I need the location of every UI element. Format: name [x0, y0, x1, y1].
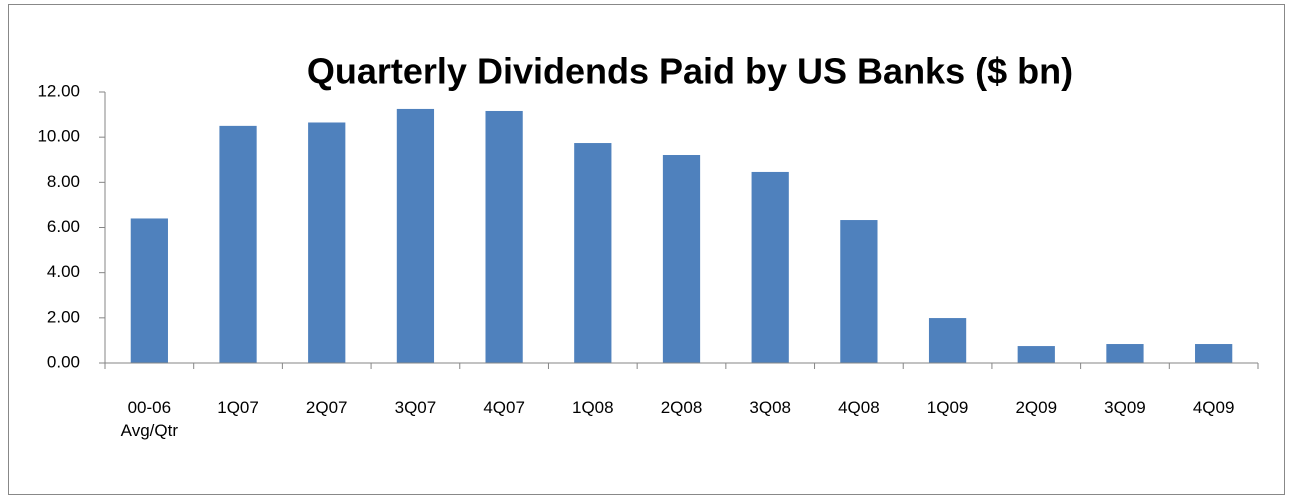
bar — [219, 125, 257, 363]
bar — [485, 110, 523, 363]
x-tick-label: 00-06 Avg/Qtr — [120, 398, 178, 440]
x-tick-label: 3Q07 — [394, 398, 437, 417]
x-tick-label: 3Q08 — [749, 398, 791, 417]
y-tick-label: 10.00 — [37, 127, 80, 146]
bar — [751, 171, 789, 363]
x-tick-label: 4Q09 — [1192, 398, 1235, 417]
bar — [130, 218, 168, 363]
bar — [840, 220, 878, 363]
x-tick-label: 3Q09 — [1104, 398, 1146, 417]
bar — [1195, 344, 1233, 363]
bar — [928, 318, 967, 363]
y-tick-label: 8.00 — [47, 172, 80, 191]
chart-title: Quarterly Dividends Paid by US Banks ($ … — [307, 51, 1073, 92]
bar — [574, 143, 612, 363]
x-tick-label: 2Q08 — [660, 398, 703, 417]
y-tick-label: 6.00 — [47, 217, 80, 236]
y-tick-label: 4.00 — [47, 262, 80, 281]
x-tick-label: 1Q08 — [572, 398, 614, 417]
bar — [308, 122, 346, 363]
x-tick-label: 2Q09 — [1015, 398, 1058, 417]
bar — [1017, 346, 1055, 363]
bar — [662, 155, 701, 363]
x-tick-label: 4Q08 — [838, 398, 880, 417]
x-tick-label: 2Q07 — [305, 398, 348, 417]
bar — [396, 108, 435, 363]
bar — [1106, 344, 1144, 363]
x-tick-label: 4Q07 — [483, 398, 525, 417]
y-tick-label: 0.00 — [47, 352, 80, 371]
y-tick-label: 2.00 — [47, 307, 80, 326]
x-tick-label: 1Q09 — [926, 398, 969, 417]
x-tick-label: 1Q07 — [217, 398, 259, 417]
y-tick-label: 12.00 — [37, 81, 80, 100]
